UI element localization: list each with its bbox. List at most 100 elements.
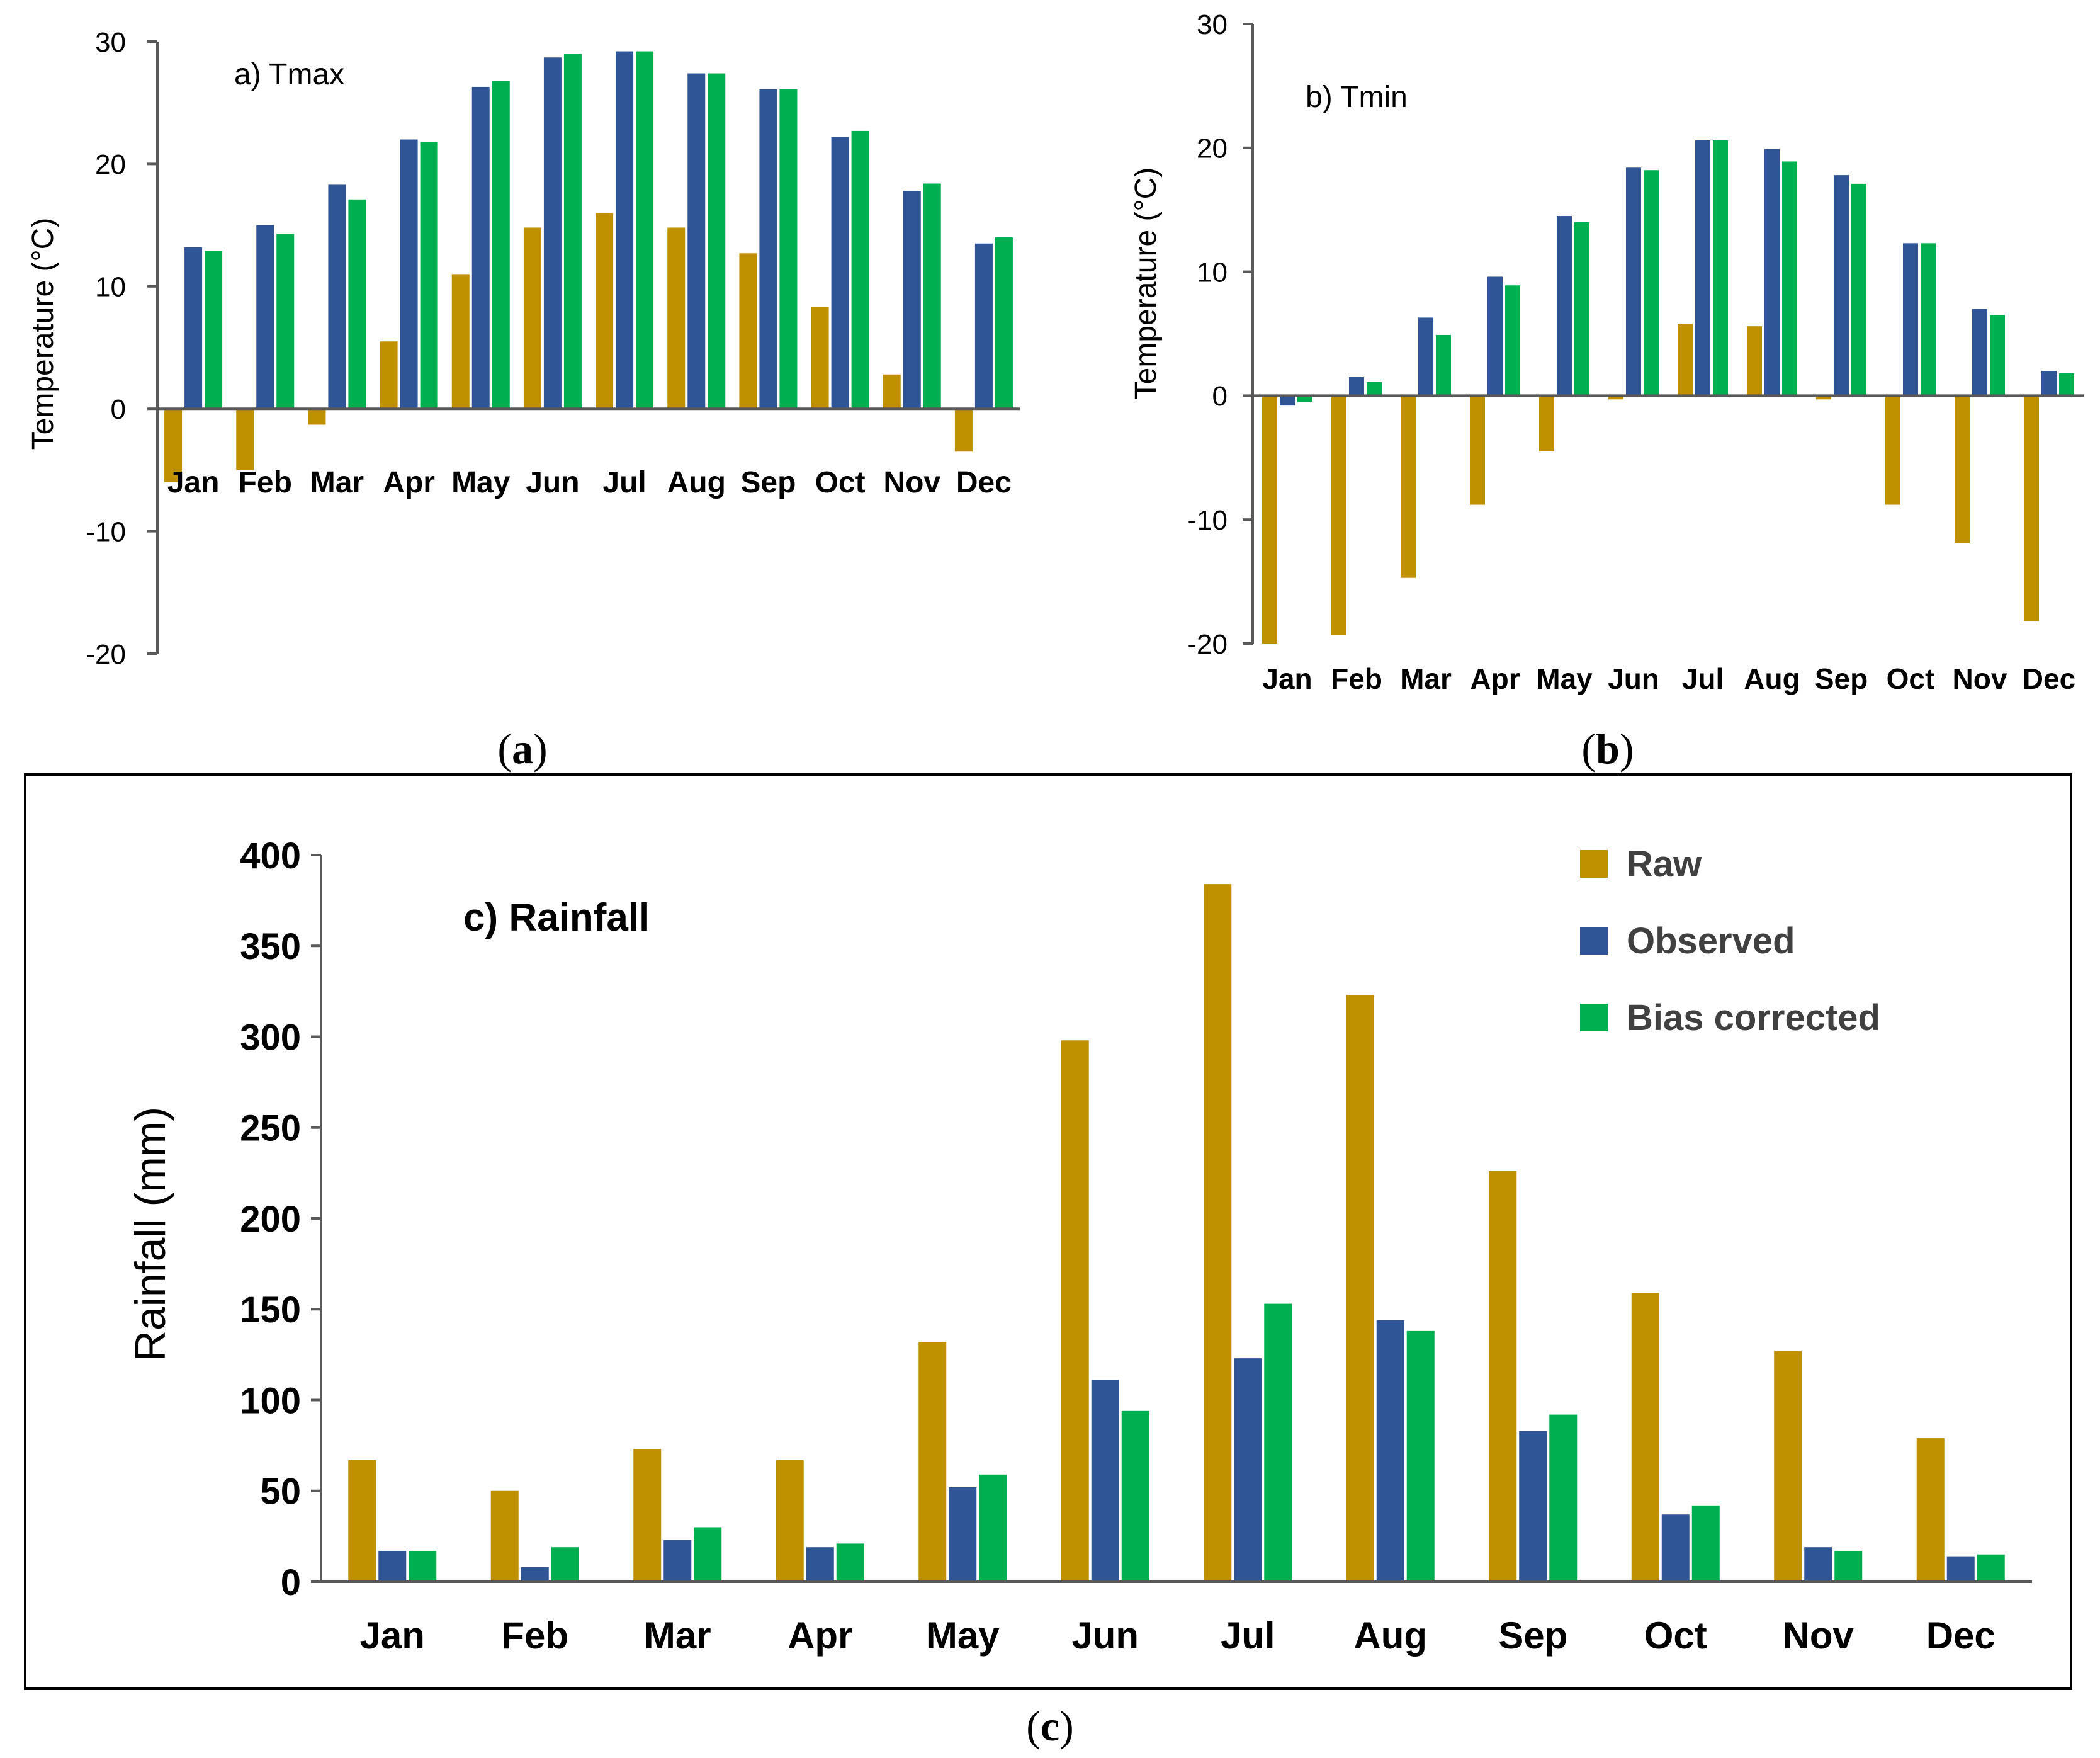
bar-observed-oct	[831, 137, 849, 409]
bar-raw-jan	[164, 409, 183, 482]
x-category-label: Nov	[1783, 1614, 1854, 1657]
x-category-label: Feb	[1331, 662, 1382, 695]
bar-observed-may	[1557, 216, 1572, 396]
bar-bias-aug	[1406, 1330, 1435, 1582]
y-tick-label: 200	[240, 1199, 301, 1240]
bar-observed-jan	[378, 1550, 407, 1582]
bar-observed-apr	[806, 1547, 834, 1582]
x-category-label: Apr	[383, 466, 435, 499]
bar-observed-sep	[759, 89, 777, 409]
legend-c: Raw Observed Bias corrected	[1580, 844, 1880, 1038]
bar-observed-jan	[184, 247, 203, 409]
x-category-label: Mar	[644, 1614, 711, 1657]
bar-raw-may	[918, 1342, 947, 1582]
bar-bias-jun	[1121, 1410, 1149, 1582]
bar-bias-oct	[1921, 243, 1936, 396]
bar-bias-nov	[1834, 1550, 1863, 1582]
bar-observed-aug	[687, 73, 706, 409]
bar-observed-may	[471, 86, 490, 409]
bar-bias-sep	[779, 89, 798, 409]
x-category-label: Sep	[1498, 1614, 1567, 1657]
x-category-label: Feb	[239, 466, 292, 499]
bar-observed-sep	[1519, 1431, 1547, 1582]
bar-bias-dec	[995, 237, 1013, 409]
bar-bias-dec	[1977, 1554, 2005, 1582]
bar-raw-mar	[1401, 395, 1416, 578]
bar-raw-apr	[776, 1460, 804, 1582]
x-category-label: Oct	[815, 466, 866, 499]
y-tick-label: 20	[1197, 133, 1228, 164]
bar-raw-may	[451, 274, 470, 409]
bar-raw-oct	[1631, 1293, 1659, 1582]
bar-observed-mar	[1418, 317, 1433, 396]
x-category-label: Jun	[1071, 1614, 1139, 1657]
bar-observed-feb	[256, 225, 274, 409]
bar-raw-jan	[348, 1460, 376, 1582]
bar-bias-mar	[348, 199, 366, 409]
bar-raw-apr	[380, 341, 398, 409]
x-category-label: Jul	[602, 466, 646, 499]
y-tick-label: 0	[281, 1562, 301, 1603]
bar-raw-sep	[1816, 395, 1831, 400]
panel-caption-a: (a)	[497, 725, 547, 773]
legend-swatch-bias-corrected	[1580, 1004, 1608, 1031]
bar-raw-jun	[1608, 395, 1623, 400]
y-axis-label-a: Temperature (°C)	[26, 218, 60, 450]
legend-label-bias-corrected: Bias corrected	[1627, 997, 1880, 1038]
y-tick-label: 10	[95, 272, 126, 303]
bar-bias-oct	[851, 130, 869, 409]
bar-raw-oct	[811, 307, 829, 409]
y-tick-label: 100	[240, 1380, 301, 1421]
bar-observed-dec	[1946, 1556, 1975, 1582]
y-tick-label: -20	[1187, 629, 1228, 660]
y-axis-label-c: Rainfall (mm)	[127, 1107, 174, 1361]
bar-bias-nov	[1990, 315, 2005, 396]
bar-bias-apr	[836, 1543, 864, 1582]
x-category-label: Jul	[1682, 662, 1724, 695]
bar-raw-oct	[1885, 395, 1900, 505]
bar-raw-jul	[1678, 324, 1693, 396]
x-category-label: Apr	[1470, 662, 1520, 695]
chart-panel-a: a) Tmax Temperature (°C) 30 20 10 0 -10 -20 Ja…	[26, 27, 1020, 670]
bar-bias-jun	[563, 54, 582, 409]
y-tick-label: -10	[1187, 505, 1228, 536]
bar-bias-feb	[551, 1547, 579, 1582]
bar-observed-aug	[1376, 1320, 1404, 1582]
bar-raw-jul	[1204, 884, 1232, 1582]
bar-observed-jun	[543, 57, 562, 409]
panel-caption-c: (c)	[1026, 1702, 1074, 1750]
x-category-label: Apr	[788, 1614, 852, 1657]
y-tick-label: 350	[240, 926, 301, 967]
bar-observed-jul	[1695, 140, 1710, 396]
bar-bias-oct	[1691, 1505, 1720, 1582]
chart-frame-c	[24, 773, 2072, 1690]
x-category-label: Dec	[2023, 662, 2075, 695]
chart-panel-b: b) Tmin Temperature (°C) 30 20 10 0 -10 -20 Ja…	[1129, 9, 2084, 695]
bar-raw-dec	[954, 409, 973, 452]
bar-raw-may	[1539, 395, 1554, 451]
bar-observed-mar	[663, 1540, 692, 1582]
y-tick-label: -20	[86, 639, 126, 670]
bar-observed-sep	[1834, 175, 1849, 396]
bar-observed-mar	[328, 184, 346, 409]
bar-bias-apr	[1505, 285, 1520, 396]
bar-bias-sep	[1549, 1414, 1578, 1582]
legend-label-raw: Raw	[1627, 844, 1702, 885]
bar-raw-jun	[523, 227, 541, 409]
x-category-label: Jun	[526, 466, 579, 499]
bar-bias-mar	[1436, 334, 1451, 396]
bar-bias-may	[1574, 222, 1589, 396]
bar-raw-nov	[883, 374, 901, 409]
x-category-label: Oct	[1887, 662, 1935, 695]
bar-raw-jul	[596, 213, 614, 409]
bar-observed-jul	[1234, 1358, 1262, 1582]
bar-observed-jun	[1091, 1380, 1119, 1582]
y-tick-label: 0	[1212, 381, 1228, 412]
x-category-label: Sep	[1815, 662, 1868, 695]
x-category-label: Dec	[1926, 1614, 1996, 1657]
x-category-label: Jan	[360, 1614, 425, 1657]
bar-observed-jun	[1626, 167, 1641, 396]
bar-bias-jan	[205, 251, 223, 409]
bar-bias-nov	[923, 183, 941, 409]
